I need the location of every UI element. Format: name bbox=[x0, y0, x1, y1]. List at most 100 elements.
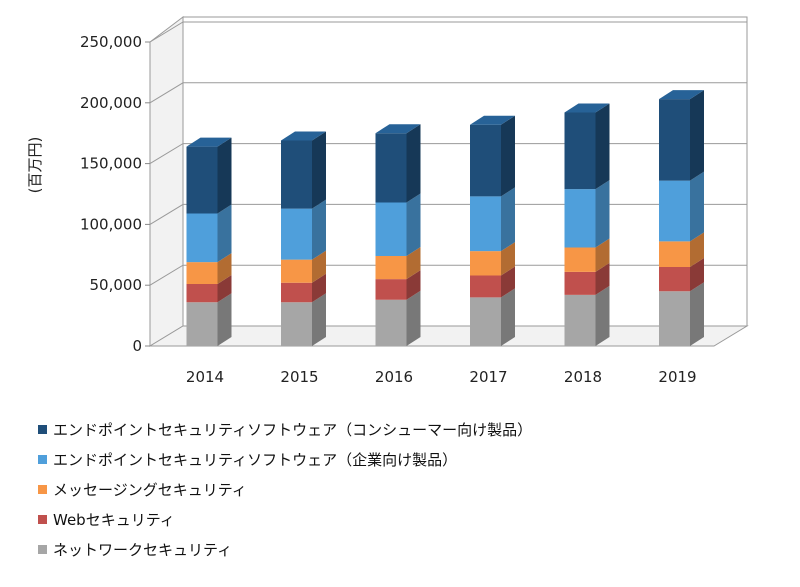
bar-stack-2015 bbox=[281, 131, 326, 346]
bar-segment bbox=[281, 140, 312, 209]
bar-segment bbox=[375, 202, 407, 257]
bar-stack-2014 bbox=[186, 137, 232, 346]
bar-segment bbox=[659, 241, 690, 267]
legend-item: ネットワークセキュリティ bbox=[38, 534, 532, 564]
y-tick-label: 250,000 bbox=[80, 33, 142, 51]
floor bbox=[148, 325, 749, 347]
bar-segment bbox=[186, 213, 218, 263]
y-tick-label: 150,000 bbox=[80, 155, 142, 173]
bar-segment-side bbox=[690, 257, 704, 292]
bar-stack-2018 bbox=[564, 103, 610, 346]
bar-segment bbox=[564, 112, 596, 190]
bar-segment-side bbox=[217, 204, 232, 263]
bar-segment-side bbox=[501, 187, 515, 252]
legend-label: エンドポイントセキュリティソフトウェア（コンシューマー向け製品） bbox=[53, 420, 533, 439]
y-tick-label: 50,000 bbox=[90, 276, 143, 294]
bar-segment-side bbox=[690, 90, 704, 181]
bar-segment bbox=[470, 297, 501, 346]
bar-segment bbox=[375, 279, 407, 300]
bar-segment bbox=[375, 133, 407, 203]
bar-segment-side bbox=[595, 238, 610, 272]
bar-segment bbox=[281, 282, 312, 303]
y-tick-label: 100,000 bbox=[80, 215, 142, 233]
bar-segment bbox=[281, 208, 312, 260]
bar-segment bbox=[281, 302, 312, 346]
x-tick-label: 2017 bbox=[469, 368, 507, 386]
bar-segment-side bbox=[501, 266, 515, 298]
x-axis-ticks: 2014 2015 2016 2017 2018 2019 bbox=[186, 368, 697, 386]
gridline bbox=[149, 264, 747, 286]
legend-swatch bbox=[38, 484, 47, 494]
legend-item: Webセキュリティ bbox=[38, 504, 532, 534]
bar-segment bbox=[186, 283, 218, 303]
gridline bbox=[149, 82, 747, 104]
bar-segment bbox=[470, 124, 501, 197]
bar-segment-side bbox=[312, 131, 326, 209]
bar-segment bbox=[470, 196, 501, 252]
bar-top bbox=[659, 90, 704, 100]
bar-segment bbox=[564, 294, 596, 346]
bar-segment bbox=[659, 266, 690, 292]
bar-segment-side bbox=[312, 273, 326, 303]
bar-segment bbox=[659, 99, 690, 181]
bar-segment-side bbox=[217, 293, 232, 346]
bar-segment bbox=[375, 256, 407, 280]
gridline bbox=[149, 143, 747, 165]
bar-segment bbox=[186, 302, 218, 346]
bar-segment-side bbox=[690, 232, 704, 267]
x-tick-label: 2014 bbox=[186, 368, 224, 386]
gridlines bbox=[149, 21, 747, 286]
bar-top bbox=[375, 124, 421, 134]
bar-top bbox=[470, 115, 515, 125]
bar-segment bbox=[564, 247, 596, 272]
legend-item: エンドポイントセキュリティソフトウェア（企業向け製品） bbox=[38, 444, 532, 474]
bar-segment bbox=[281, 259, 312, 283]
legend-swatch bbox=[38, 424, 47, 434]
bar-segment-side bbox=[217, 137, 232, 214]
bar-segment-side bbox=[406, 193, 421, 257]
legend-swatch bbox=[38, 544, 47, 554]
bar-segment-side bbox=[406, 270, 421, 300]
bar-segment-side bbox=[595, 180, 610, 248]
bar-segment bbox=[470, 251, 501, 276]
bar-segment-side bbox=[312, 293, 326, 346]
bar-stack-2016 bbox=[375, 124, 421, 346]
legend-label: メッセージングセキュリティ bbox=[53, 480, 247, 499]
legend-label: エンドポイントセキュリティソフトウェア（企業向け製品） bbox=[53, 450, 458, 469]
bar-segment bbox=[470, 275, 501, 298]
side-wall bbox=[149, 15, 184, 347]
legend: エンドポイントセキュリティソフトウェア（コンシューマー向け製品） エンドポイントセ… bbox=[38, 414, 532, 564]
legend-swatch bbox=[38, 514, 47, 524]
bar-segment-side bbox=[595, 262, 610, 295]
bar-top bbox=[186, 137, 232, 147]
gridline bbox=[149, 203, 747, 225]
legend-label: Webセキュリティ bbox=[53, 510, 175, 529]
legend-label: ネットワークセキュリティ bbox=[53, 540, 233, 559]
bar-segment bbox=[375, 299, 407, 346]
x-tick-label: 2018 bbox=[564, 368, 602, 386]
x-tick-label: 2019 bbox=[658, 368, 696, 386]
y-axis-label: (百万円) bbox=[26, 137, 44, 194]
y-tick-label: 0 bbox=[132, 337, 142, 355]
bar-segment-side bbox=[501, 115, 515, 197]
bar-segment-side bbox=[217, 253, 232, 284]
legend-swatch bbox=[38, 454, 47, 464]
bars bbox=[186, 90, 704, 346]
bar-segment-side bbox=[690, 171, 704, 242]
bar-segment-side bbox=[217, 274, 232, 303]
bar-segment bbox=[659, 291, 690, 346]
bar-segment-side bbox=[406, 247, 421, 280]
bar-top bbox=[281, 131, 326, 141]
legend-item: エンドポイントセキュリティソフトウェア（コンシューマー向け製品） bbox=[38, 414, 532, 444]
bar-segment-side bbox=[690, 282, 704, 346]
x-tick-label: 2015 bbox=[280, 368, 318, 386]
bar-segment-side bbox=[501, 242, 515, 276]
y-axis-ticks: 0 50,000 100,000 150,000 200,000 250,000 bbox=[80, 33, 150, 355]
bar-segment-side bbox=[312, 250, 326, 283]
bar-segment-side bbox=[406, 290, 421, 346]
bar-stack-2019 bbox=[659, 90, 704, 346]
bar-segment bbox=[186, 146, 218, 214]
legend-item: メッセージングセキュリティ bbox=[38, 474, 532, 504]
bar-segment-side bbox=[595, 103, 610, 190]
